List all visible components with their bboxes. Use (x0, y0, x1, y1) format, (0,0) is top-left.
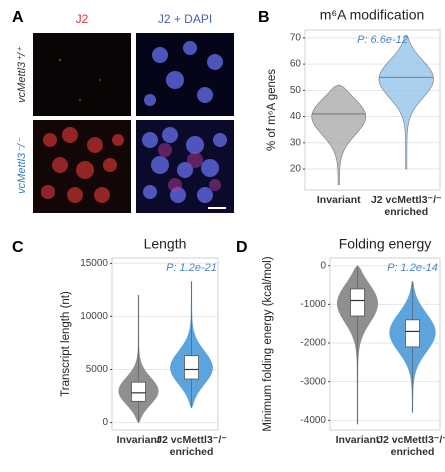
y-axis-label-box: % of m⁶A genes (265, 68, 278, 152)
panel-letter: A (12, 9, 24, 26)
y-axis-label-box: Minimum folding energy (kcal/mol) (261, 256, 274, 432)
y-tick-label: 50 (290, 85, 302, 96)
annotation: P: 6.6e-12 (357, 34, 408, 46)
row-label: vcMettl3⁻/⁻ (16, 137, 28, 194)
image (33, 33, 131, 116)
panel-letter: B (258, 9, 270, 26)
micrographs (33, 33, 234, 213)
annotation: P: 1.2e-21 (166, 262, 217, 274)
y-tick-label: 10000 (80, 311, 108, 322)
y-tick-label: 15000 (80, 258, 108, 269)
y-axis-label: Minimum folding energy (kcal/mol) (261, 256, 274, 432)
column-label: J2 (76, 12, 89, 26)
x-tick-label: J2 vcMettl3⁻/⁻ enriched (377, 434, 445, 458)
box (184, 355, 199, 380)
y-tick-label: -4000 (300, 415, 326, 426)
x-tick-label: J2 vcMettl3⁻/⁻ enriched (156, 434, 227, 458)
y-tick-label: 70 (290, 33, 302, 44)
x-tick-label-box: J2 vcMettl3⁻/⁻ enriched (370, 194, 442, 218)
y-axis-label-box: Transcript length (nt) (59, 291, 72, 397)
j2-signal (41, 58, 124, 203)
chart-title: Folding energy (339, 236, 432, 252)
x-tick-label: Invariant (316, 194, 361, 206)
box (131, 381, 146, 402)
y-tick-label: 30 (290, 137, 302, 148)
annotation: P: 1.2e-14 (387, 262, 438, 274)
x-tick-label: J2 vcMettl3⁻/⁻ enriched (370, 194, 442, 218)
x-tick-label-box: J2 vcMettl3⁻/⁻ enriched (156, 434, 227, 458)
x-tick-label-box: Invariant (116, 434, 161, 446)
box (405, 319, 420, 348)
y-tick-label: 40 (290, 111, 302, 122)
x-tick-label-box: Invariant (335, 434, 380, 446)
violin (311, 84, 367, 186)
y-tick-label: 0 (102, 417, 108, 428)
y-tick-label: 0 (320, 260, 326, 271)
y-axis-label: % of m⁶A genes (265, 68, 278, 152)
row-label: vcMettl3⁺/⁺ (16, 46, 28, 103)
nuclei (142, 41, 227, 203)
y-tick-label: 5000 (86, 364, 109, 375)
merge-signal (158, 143, 221, 192)
violin (378, 34, 434, 170)
y-tick-label: 20 (290, 164, 302, 175)
y-tick-label: -1000 (300, 299, 326, 310)
x-tick-label-box: J2 vcMettl3⁻/⁻ enriched (377, 434, 445, 458)
chart-title: m⁶A modification (320, 7, 425, 23)
panel-letter: C (12, 239, 24, 256)
column-label: J2 + DAPI (158, 12, 212, 26)
x-tick-label: Invariant (335, 434, 380, 446)
box (350, 288, 365, 317)
scale-bar (208, 207, 226, 209)
y-tick-label: -2000 (300, 338, 326, 349)
y-axis-label: Transcript length (nt) (59, 291, 72, 397)
x-tick-label-box: Invariant (316, 194, 361, 206)
panel-letter: D (236, 239, 248, 256)
x-tick-label: Invariant (116, 434, 161, 446)
y-tick-label: 60 (290, 59, 302, 70)
y-tick-label: -3000 (300, 376, 326, 387)
chart-title: Length (144, 236, 187, 252)
